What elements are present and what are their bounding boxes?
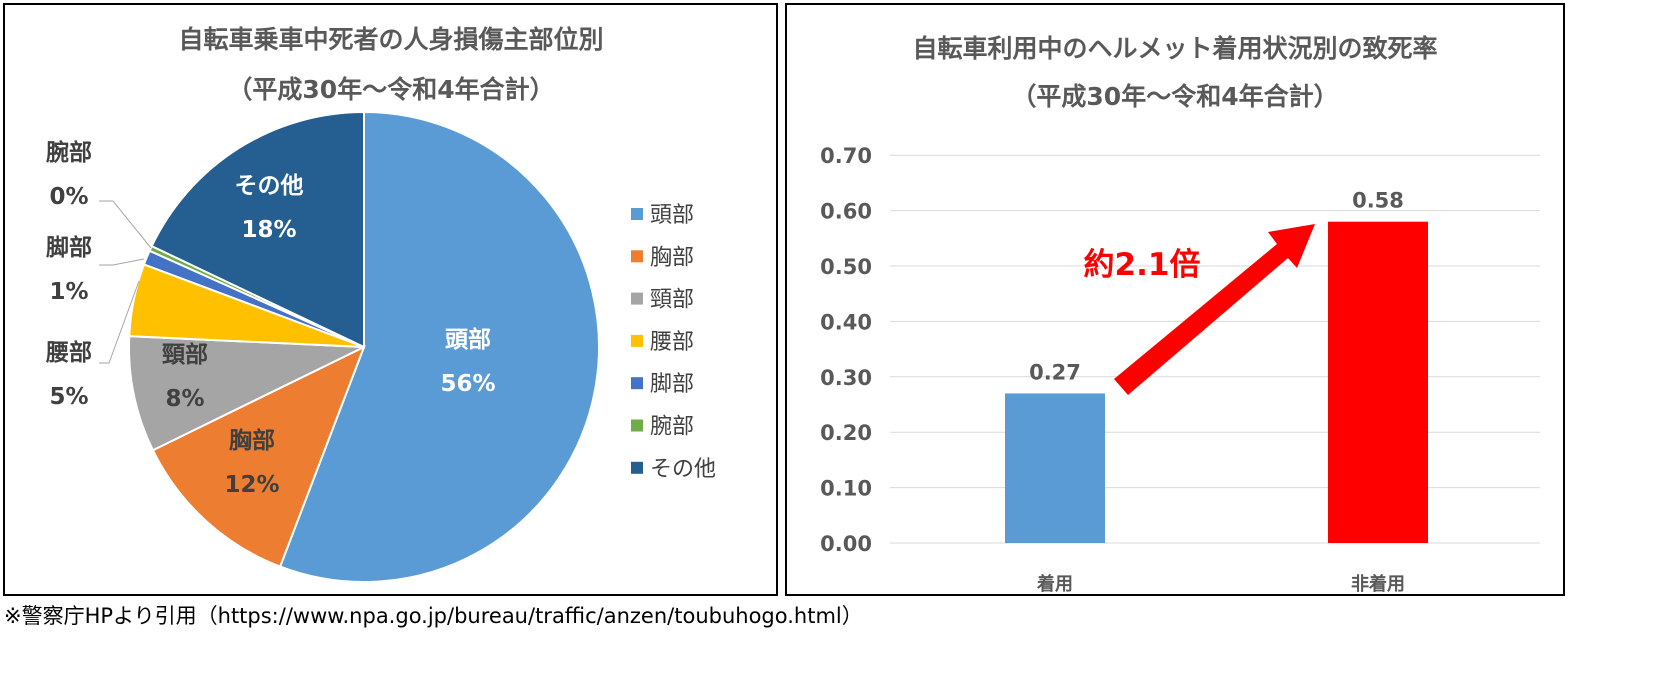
bar-subtitle: （平成30年～令和4年合計） — [1011, 82, 1338, 111]
legend-label: 腰部 — [650, 330, 694, 355]
leader-line — [99, 280, 140, 364]
y-tick-label: 0.10 — [820, 477, 872, 501]
legend-swatch — [631, 334, 643, 347]
y-tick-label: 0.00 — [820, 532, 872, 556]
legend-swatch — [631, 461, 643, 474]
pie-data-label-value: 56% — [440, 371, 495, 397]
legend-label: 胸部 — [650, 245, 694, 270]
pie-data-label-value: 1% — [49, 279, 88, 305]
y-tick-label: 0.70 — [820, 144, 872, 168]
legend-label: その他 — [650, 457, 716, 482]
legend-swatch — [631, 208, 643, 220]
legend-label: 頭部 — [650, 203, 694, 228]
pie-title: 自転車乗車中死者の人身損傷主部位別 — [178, 25, 603, 54]
pie-slice-1 — [151, 344, 366, 568]
pie-data-label-value: 0% — [49, 184, 88, 210]
pie-data-label-value: 8% — [165, 386, 204, 412]
pie-chart-panel: 自転車乗車中死者の人身損傷主部位別 （平成30年～令和4年合計） 頭部 56% 胸部… — [3, 3, 778, 596]
pie-slice-6 — [150, 110, 365, 349]
bar-title: 自転車利用中のヘルメット着用状況別の致死率 — [912, 34, 1437, 63]
y-tick-label: 0.60 — [820, 200, 872, 224]
y-tick-label: 0.30 — [820, 366, 872, 390]
leader-line — [99, 258, 145, 266]
bar-value-label: 0.27 — [1029, 360, 1081, 384]
pie-subtitle: （平成30年～令和4年合計） — [227, 75, 554, 104]
annotation-label: 約2.1倍 — [1084, 247, 1201, 283]
y-tick-label: 0.50 — [820, 255, 872, 279]
arrow-icon — [1114, 224, 1315, 395]
pie-data-label-value: 5% — [49, 384, 88, 410]
bar-value-label: 0.58 — [1352, 189, 1404, 213]
bar-chart-panel: 自転車利用中のヘルメット着用状況別の致死率 （平成30年～令和4年合計） 0.0… — [785, 3, 1565, 596]
pie-data-label-name: 頸部 — [162, 341, 208, 368]
legend-swatch — [631, 377, 643, 390]
x-category-label: 非着用 — [1351, 573, 1405, 594]
x-category-label: 着用 — [1036, 573, 1073, 594]
y-tick-label: 0.40 — [820, 310, 872, 334]
leader-line — [99, 200, 152, 249]
pie-slice-0 — [278, 110, 600, 583]
legend-swatch — [631, 292, 643, 305]
pie-data-label-name: 頭部 — [445, 326, 491, 353]
bar-1 — [1328, 221, 1428, 543]
pie-chart: 自転車乗車中死者の人身損傷主部位別 （平成30年～令和4年合計） 頭部 56% 胸部… — [45, 25, 716, 583]
legend-label: 腕部 — [650, 415, 694, 440]
pie-data-label-name: 胸部 — [229, 427, 275, 454]
legend-label: 脚部 — [650, 372, 694, 397]
y-tick-label: 0.20 — [820, 421, 872, 445]
source-footnote: ※警察庁HPより引用（https://www.npa.go.jp/bureau/… — [4, 604, 863, 628]
pie-data-label-name: 脚部 — [46, 234, 92, 261]
pie-data-label-value: 12% — [224, 472, 279, 498]
bar-0 — [1005, 393, 1105, 543]
pie-data-label-name: その他 — [235, 173, 304, 199]
pie-data-label-name: 腕部 — [46, 139, 92, 166]
pie-slice-2 — [128, 335, 365, 452]
pie-data-label-name: 腰部 — [45, 339, 92, 366]
legend-swatch — [631, 419, 643, 432]
pie-data-label-value: 18% — [241, 217, 296, 243]
bar-chart: 自転車利用中のヘルメット着用状況別の致死率 （平成30年～令和4年合計） 0.0… — [820, 34, 1540, 594]
legend-label: 頸部 — [650, 288, 694, 313]
legend-swatch — [631, 250, 643, 263]
